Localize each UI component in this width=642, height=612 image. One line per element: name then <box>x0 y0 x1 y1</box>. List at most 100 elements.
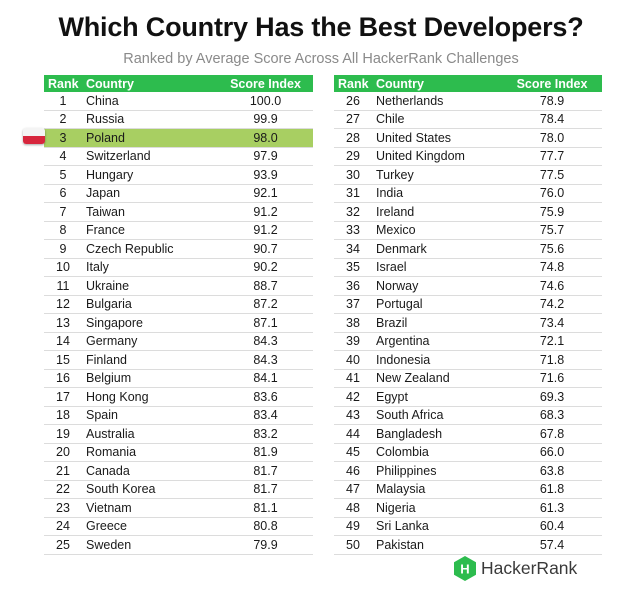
cell-score: 72.1 <box>502 332 602 351</box>
table-row: 15 Finland 84.3 <box>44 350 313 370</box>
table-header-row: Rank Country Score Index <box>44 75 313 92</box>
cell-rank: 2 <box>44 110 82 129</box>
column-header-country: Country <box>82 75 218 92</box>
table-row: 32 Ireland 75.9 <box>334 202 602 222</box>
cell-country: Mexico <box>372 221 502 240</box>
cell-score: 92.1 <box>218 184 313 203</box>
cell-score: 67.8 <box>502 424 602 444</box>
table-row: 28 United States 78.0 <box>334 128 602 148</box>
cell-rank: 10 <box>44 258 82 277</box>
cell-rank: 40 <box>334 350 372 370</box>
cell-country: Japan <box>82 184 218 203</box>
cell-country: Switzerland <box>82 147 218 166</box>
cell-score: 87.2 <box>218 295 313 314</box>
cell-score: 80.8 <box>218 517 313 536</box>
cell-rank: 16 <box>44 369 82 388</box>
cell-score: 78.0 <box>502 128 602 148</box>
cell-score: 73.4 <box>502 313 602 333</box>
cell-country: Vietnam <box>82 498 218 518</box>
cell-score: 75.7 <box>502 221 602 240</box>
cell-country: Germany <box>82 332 218 351</box>
cell-score: 90.7 <box>218 239 313 259</box>
cell-country: Norway <box>372 276 502 296</box>
table-row: 29 United Kingdom 77.7 <box>334 147 602 166</box>
cell-country: Argentina <box>372 332 502 351</box>
table-row: 11 Ukraine 88.7 <box>44 276 313 296</box>
cell-country: France <box>82 221 218 240</box>
cell-rank: 11 <box>44 276 82 296</box>
cell-country: Romania <box>82 443 218 462</box>
cell-rank: 19 <box>44 424 82 444</box>
cell-score: 88.7 <box>218 276 313 296</box>
table-row: 23 Vietnam 81.1 <box>44 498 313 518</box>
cell-country: New Zealand <box>372 369 502 388</box>
cell-rank: 48 <box>334 498 372 518</box>
table-row: 13 Singapore 87.1 <box>44 313 313 333</box>
cell-rank: 15 <box>44 350 82 370</box>
cell-score: 66.0 <box>502 443 602 462</box>
cell-rank: 1 <box>44 92 82 111</box>
table-row: 9 Czech Republic 90.7 <box>44 239 313 259</box>
cell-country: Czech Republic <box>82 239 218 259</box>
cell-score: 91.2 <box>218 202 313 222</box>
cell-rank: 23 <box>44 498 82 518</box>
cell-country: Malaysia <box>372 480 502 499</box>
table-row: 40 Indonesia 71.8 <box>334 350 602 370</box>
cell-rank: 4 <box>44 147 82 166</box>
table-row: 50 Pakistan 57.4 <box>334 535 602 555</box>
cell-rank: 5 <box>44 165 82 185</box>
cell-rank: 26 <box>334 92 372 111</box>
table-row: 42 Egypt 69.3 <box>334 387 602 407</box>
table-row: 31 India 76.0 <box>334 184 602 203</box>
cell-country: Philippines <box>372 461 502 481</box>
column-header-country: Country <box>372 75 502 92</box>
cell-rank: 25 <box>44 535 82 555</box>
table-row: 12 Bulgaria 87.2 <box>44 295 313 314</box>
cell-score: 81.9 <box>218 443 313 462</box>
cell-country: Egypt <box>372 387 502 407</box>
table-row: 14 Germany 84.3 <box>44 332 313 351</box>
cell-score: 84.3 <box>218 350 313 370</box>
ranking-table-right: Rank Country Score Index 26 Netherlands 78… <box>334 75 602 555</box>
cell-score: 61.8 <box>502 480 602 499</box>
table-row: 35 Israel 74.8 <box>334 258 602 277</box>
table-row: 4 Switzerland 97.9 <box>44 147 313 166</box>
cell-rank: 32 <box>334 202 372 222</box>
table-row: 2 Russia 99.9 <box>44 110 313 129</box>
cell-rank: 43 <box>334 406 372 425</box>
table-row: 48 Nigeria 61.3 <box>334 498 602 518</box>
cell-score: 83.4 <box>218 406 313 425</box>
cell-country: Indonesia <box>372 350 502 370</box>
cell-score: 77.5 <box>502 165 602 185</box>
cell-score: 99.9 <box>218 110 313 129</box>
table-row: 24 Greece 80.8 <box>44 517 313 536</box>
table-row: 30 Turkey 77.5 <box>334 165 602 185</box>
cell-country: Portugal <box>372 295 502 314</box>
cell-country: Spain <box>82 406 218 425</box>
cell-rank: 34 <box>334 239 372 259</box>
cell-rank: 3 <box>44 128 82 148</box>
table-row: 33 Mexico 75.7 <box>334 221 602 240</box>
cell-score: 61.3 <box>502 498 602 518</box>
cell-score: 81.7 <box>218 461 313 481</box>
cell-rank: 27 <box>334 110 372 129</box>
hackerrank-logo: H HackerRank <box>454 555 577 581</box>
cell-rank: 41 <box>334 369 372 388</box>
cell-rank: 49 <box>334 517 372 536</box>
table-row: 21 Canada 81.7 <box>44 461 313 481</box>
cell-country: Italy <box>82 258 218 277</box>
table-row: 25 Sweden 79.9 <box>44 535 313 555</box>
table-row: 18 Spain 83.4 <box>44 406 313 425</box>
column-header-score-index: Score Index <box>218 75 313 92</box>
cell-rank: 29 <box>334 147 372 166</box>
cell-country: Hungary <box>82 165 218 185</box>
cell-rank: 8 <box>44 221 82 240</box>
cell-rank: 44 <box>334 424 372 444</box>
cell-score: 71.6 <box>502 369 602 388</box>
cell-country: Brazil <box>372 313 502 333</box>
cell-rank: 50 <box>334 535 372 555</box>
table-row: 26 Netherlands 78.9 <box>334 92 602 111</box>
cell-country: Finland <box>82 350 218 370</box>
poland-flag-icon <box>23 128 45 144</box>
table-row: 5 Hungary 93.9 <box>44 165 313 185</box>
